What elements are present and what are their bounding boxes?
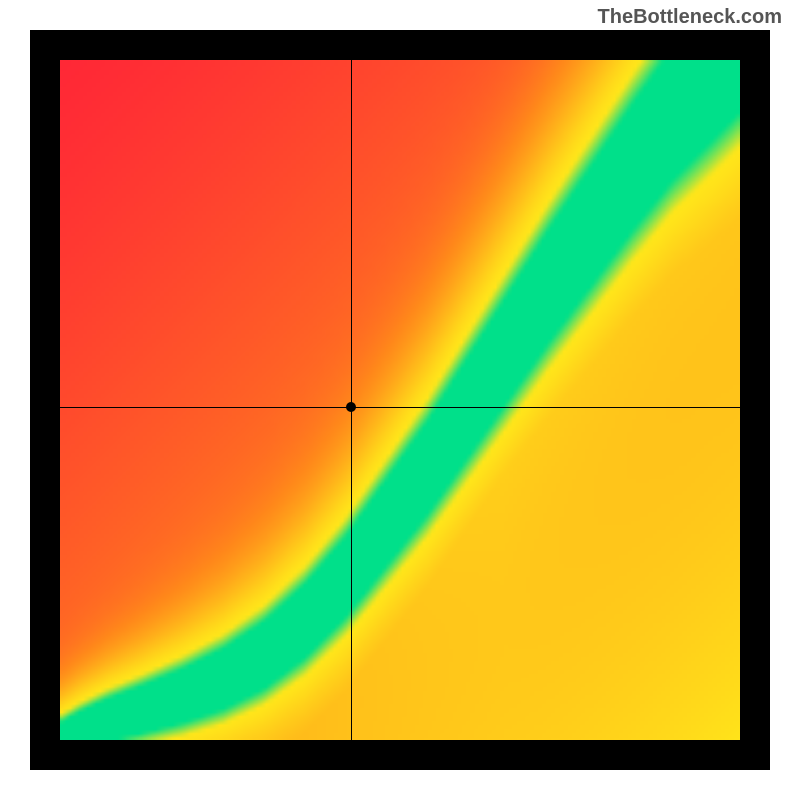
crosshair-marker: [346, 402, 356, 412]
heatmap-plot: [60, 60, 740, 740]
chart-container: TheBottleneck.com: [0, 0, 800, 800]
chart-frame: [30, 30, 770, 770]
crosshair-horizontal: [60, 407, 740, 408]
heatmap-canvas: [60, 60, 740, 740]
watermark-text: TheBottleneck.com: [598, 6, 782, 29]
crosshair-vertical: [351, 60, 352, 740]
